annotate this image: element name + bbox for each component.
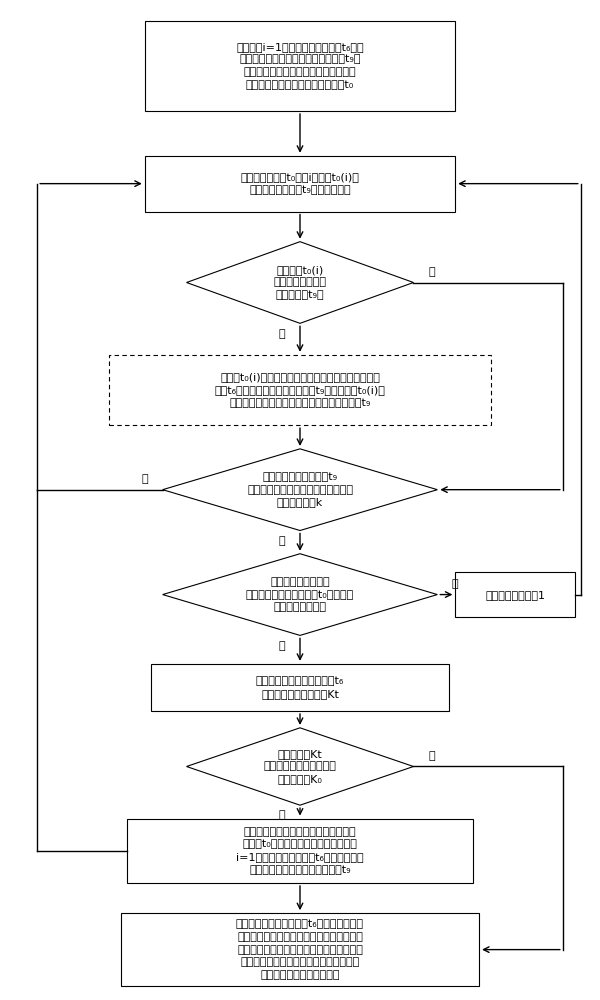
Text: 是: 是: [279, 329, 286, 339]
Text: 判断识别度Kt
的值是否已大于预设定的
识别度阈值K₀: 判断识别度Kt 的值是否已大于预设定的 识别度阈值K₀: [263, 749, 337, 784]
FancyBboxPatch shape: [145, 21, 455, 111]
Text: 将元素t₀(i)表示的故障状态描述词添加到备选关键词
向量t₆中，并从当前的字符串向量t₉中剔除元素t₀(i)所
表示的故障状态描述词，形成新的字符串向量t₉: 将元素t₀(i)表示的故障状态描述词添加到备选关键词 向量t₆中，并从当前的字符…: [215, 372, 385, 408]
Text: 令计数符的值自加1: 令计数符的值自加1: [485, 590, 545, 600]
Polygon shape: [163, 449, 437, 531]
Text: 是: 是: [279, 641, 286, 651]
Text: 是: 是: [142, 474, 148, 484]
Text: 是: 是: [428, 751, 435, 761]
Text: 根据预设定的顺序调整规则调整基础词
汇向量t₀中元素的排列顺序，令计数符
i=1，令备选关键词向量t₆为空集，重新
将目标字符串赋值给字符串向量t₉: 根据预设定的顺序调整规则调整基础词 汇向量t₀中元素的排列顺序，令计数符 i=1…: [236, 827, 364, 875]
FancyBboxPatch shape: [109, 355, 491, 425]
Text: 令计数符i=1，令备选关键词向量t₆为空
集，将目标字符串赋值给字符串向量t₉，
调取故障树信息知识库中存储的各个故
障状态描述词赋值给基础词汇向量t₀: 令计数符i=1，令备选关键词向量t₆为空 集，将目标字符串赋值给字符串向量t₉，…: [236, 42, 364, 90]
FancyBboxPatch shape: [455, 572, 575, 617]
Text: 计算当前的备选关键词向量t₆
与目标字符串的识别度Kt: 计算当前的备选关键词向量t₆ 与目标字符串的识别度Kt: [256, 676, 344, 699]
Polygon shape: [187, 728, 413, 805]
FancyBboxPatch shape: [127, 819, 473, 883]
Text: 判断元素t₀(i)
是否包含在当前的
字符串向量t₉中: 判断元素t₀(i) 是否包含在当前的 字符串向量t₉中: [274, 265, 326, 300]
Text: 否: 否: [279, 811, 286, 821]
FancyBboxPatch shape: [151, 664, 449, 711]
Text: 否: 否: [279, 536, 286, 546]
Polygon shape: [187, 242, 413, 323]
Polygon shape: [163, 554, 437, 635]
Text: 判断当前的字符串向量t₉
所包换的字符数是否已小于预设定字
符数下限阈值k: 判断当前的字符串向量t₉ 所包换的字符数是否已小于预设定字 符数下限阈值k: [247, 472, 353, 507]
FancyBboxPatch shape: [145, 156, 455, 212]
Text: 否: 否: [452, 579, 458, 589]
Text: 判断当前计数符的值
是否已达到基础词汇向量t₀中所包含
元素数量的上限值: 判断当前计数符的值 是否已达到基础词汇向量t₀中所包含 元素数量的上限值: [246, 577, 354, 612]
Text: 将当前的备选关键词向量t₆中的各个故障状
态描述词判定为与目标字符串相匹配的故障
状态描述词，确定相匹配的各个故障状态描
述词各自在故障树中所对应的故障事件节
: 将当前的备选关键词向量t₆中的各个故障状 态描述词判定为与目标字符串相匹配的故障…: [236, 919, 364, 980]
FancyBboxPatch shape: [121, 913, 479, 986]
Text: 取基础词汇向量t₀中第i个元素t₀(i)与
当前的字符串向量t₉进行对比匹配: 取基础词汇向量t₀中第i个元素t₀(i)与 当前的字符串向量t₉进行对比匹配: [241, 172, 359, 195]
Text: 否: 否: [428, 267, 435, 277]
